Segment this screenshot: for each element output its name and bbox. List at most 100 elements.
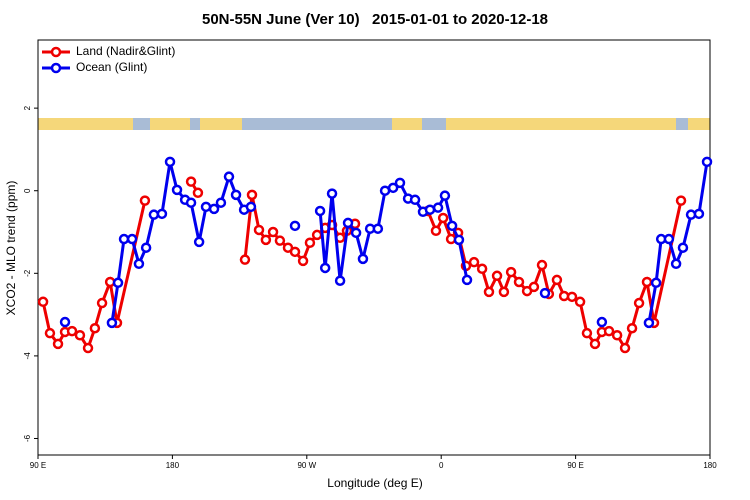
series-point <box>603 325 615 337</box>
series-point <box>581 327 593 339</box>
series-point <box>641 276 653 288</box>
series-point <box>89 322 101 334</box>
series-point <box>589 338 601 350</box>
land-ocean-strip <box>38 118 710 130</box>
x-tick-label: 0 <box>439 461 444 470</box>
series-point <box>468 256 480 268</box>
series-point <box>200 201 212 213</box>
series-point <box>701 156 713 168</box>
series-point <box>52 338 64 350</box>
series-point <box>304 237 316 249</box>
x-tick-label: 90 W <box>297 461 316 470</box>
series-point <box>156 208 168 220</box>
series-point <box>437 212 449 224</box>
series-point <box>498 286 510 298</box>
x-tick-label: 180 <box>703 461 717 470</box>
series-point <box>387 182 399 194</box>
series-point <box>106 317 118 329</box>
y-tick-label: -2 <box>23 269 32 277</box>
series-point <box>126 233 138 245</box>
series-point <box>148 209 160 220</box>
y-tick-label: 0 <box>23 188 32 193</box>
series-point <box>350 227 362 239</box>
series-point <box>596 316 608 328</box>
series-point <box>260 234 272 246</box>
series-point <box>74 329 86 341</box>
series-point <box>44 327 56 339</box>
series-point <box>246 189 258 201</box>
series-point <box>319 262 331 274</box>
series-point <box>626 322 638 334</box>
series-point <box>619 342 631 354</box>
series-point <box>432 202 444 213</box>
y-tick-label: -4 <box>23 352 32 360</box>
y-tick-label: -6 <box>23 434 32 442</box>
series-point <box>208 203 220 215</box>
series-point <box>663 233 675 245</box>
series-point <box>372 223 384 234</box>
series-point <box>574 296 586 308</box>
series-point <box>193 236 205 248</box>
series-point <box>118 233 130 245</box>
series-point <box>453 234 465 246</box>
series-point <box>461 274 473 286</box>
series-point <box>314 205 326 217</box>
series-point <box>239 254 251 265</box>
series-point <box>253 224 265 236</box>
legend-label: Land (Nadir&Glint) <box>76 44 175 58</box>
series-point <box>693 208 705 220</box>
series-point <box>409 194 421 206</box>
series-point <box>66 325 78 337</box>
series-point <box>424 204 436 215</box>
series-point <box>112 277 124 289</box>
series-point <box>483 286 495 298</box>
x-tick-label: 90 E <box>567 461 583 470</box>
series-point <box>670 258 682 270</box>
y-tick-label: 2 <box>23 105 32 110</box>
chart-title: 50N-55N June (Ver 10) 2015-01-01 to 2020… <box>202 11 548 28</box>
y-axis-label: XCO2 - MLO trend (ppm) <box>4 181 18 316</box>
series-point <box>139 195 151 206</box>
legend-marker <box>50 62 62 74</box>
series-point <box>223 171 235 182</box>
series-point <box>96 297 108 309</box>
series-point <box>297 255 309 267</box>
series-point <box>215 197 227 208</box>
series-point <box>446 220 458 232</box>
series-point <box>82 342 94 354</box>
series-point <box>164 156 176 168</box>
series-point <box>491 270 503 282</box>
series-point <box>539 287 551 299</box>
series-point <box>267 226 279 238</box>
x-tick-label: 90 E <box>30 461 46 470</box>
series-point <box>675 195 687 206</box>
series-point <box>677 242 689 253</box>
series-point <box>476 263 488 275</box>
series-point <box>633 297 645 309</box>
series-point <box>289 246 301 258</box>
series-point <box>551 274 563 286</box>
series-point <box>505 266 517 278</box>
series-point <box>439 190 451 201</box>
series-point <box>171 184 183 196</box>
series-point <box>379 185 391 196</box>
series-point <box>37 296 49 308</box>
series-point <box>133 258 145 270</box>
series-point <box>140 242 152 253</box>
series-point <box>230 189 242 201</box>
series-point <box>536 259 548 271</box>
series-point <box>334 275 346 286</box>
legend-label: Ocean (Glint) <box>76 60 147 74</box>
series-point <box>274 235 286 246</box>
series-point <box>342 217 354 229</box>
series-point <box>357 253 369 265</box>
series-point <box>513 276 525 288</box>
series-point <box>192 187 204 199</box>
legend-marker <box>50 46 62 58</box>
series-point <box>59 316 71 328</box>
series-point <box>643 317 655 329</box>
series-point <box>245 201 257 213</box>
series-point <box>289 220 301 232</box>
series-point <box>311 229 323 241</box>
series-point <box>185 176 197 187</box>
